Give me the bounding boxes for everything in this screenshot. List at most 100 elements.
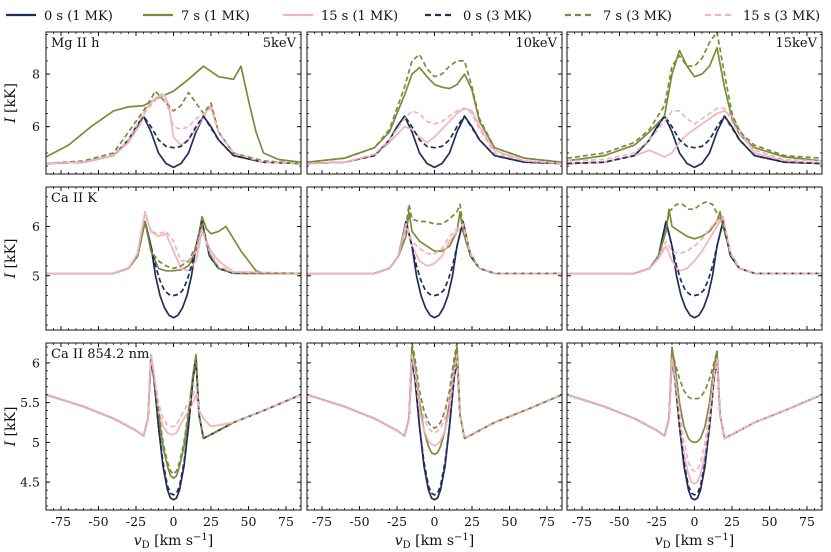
- x-tick-label: -75: [572, 514, 592, 529]
- line-name-label: Ca II K: [51, 191, 97, 206]
- legend-label: 0 s (1 MK): [44, 9, 113, 24]
- series-line: [46, 220, 301, 297]
- x-tick-label: -25: [387, 514, 407, 529]
- series-line: [307, 343, 562, 440]
- legend-label: 7 s (1 MK): [181, 9, 250, 24]
- x-tick-label: -75: [312, 514, 332, 529]
- series-line: [307, 220, 562, 297]
- legend-entry: 7 s (3 MK): [565, 9, 672, 24]
- series-line: [307, 346, 562, 456]
- series-line: [567, 346, 822, 444]
- energy-label: 15keV: [775, 36, 817, 51]
- y-tick-label: 5: [32, 435, 40, 450]
- panel-frame: [566, 186, 823, 331]
- legend-label: 15 s (1 MK): [321, 9, 398, 24]
- y-axis-label: I [kK]: [3, 407, 19, 448]
- series-line: [46, 354, 301, 437]
- energy-label: 10keV: [515, 36, 557, 51]
- series-line: [307, 354, 562, 447]
- x-tick-label: 0: [170, 514, 178, 529]
- series-line: [567, 107, 822, 162]
- series-group: [567, 32, 822, 169]
- y-tick-label: 5.5: [20, 395, 40, 410]
- series-line: [46, 90, 301, 165]
- x-axis-label: vD [km s−1]: [655, 532, 734, 551]
- series-line: [46, 220, 301, 275]
- series-group: [46, 354, 301, 501]
- panel: 6 8 Mg II h 5keV I [kK]: [3, 31, 302, 175]
- series-line: [46, 65, 301, 164]
- series-line: [307, 358, 562, 496]
- legend-label: 7 s (3 MK): [603, 9, 672, 24]
- series-line: [307, 107, 562, 165]
- x-tick-label: -25: [647, 514, 667, 529]
- y-tick-label: 8: [32, 67, 40, 82]
- series-line: [307, 66, 562, 164]
- line-name-label: Ca II 854.2 nm: [51, 347, 149, 362]
- legend-entry: 15 s (1 MK): [283, 9, 398, 24]
- series-line: [567, 358, 822, 496]
- y-axis-label: I [kK]: [3, 239, 19, 280]
- panel-frame: [306, 186, 563, 331]
- energy-label: 5keV: [263, 36, 297, 51]
- series-line: [46, 115, 301, 165]
- y-tick-label: 6: [32, 219, 40, 234]
- series-line: [307, 107, 562, 165]
- series-line: [46, 354, 301, 476]
- series-line: [567, 32, 822, 160]
- series-line: [567, 208, 822, 275]
- series-line: [567, 220, 822, 319]
- series-line: [46, 220, 301, 319]
- series-line: [567, 215, 822, 275]
- panel-frame: [306, 342, 563, 511]
- legend-entry: 0 s (3 MK): [425, 9, 532, 24]
- series-group: [567, 346, 822, 501]
- series-group: [307, 343, 562, 501]
- series-group: [307, 53, 562, 169]
- series-line: [307, 220, 562, 319]
- panel: -75 -50 -25 0 25 50 75 4.5 5 5.5 6 Ca II 854.2 nm I …: [3, 342, 302, 551]
- panel: 10keV: [306, 31, 563, 175]
- x-tick-label: -50: [88, 514, 108, 529]
- panel-frame: [306, 31, 563, 175]
- series-group: [46, 210, 301, 319]
- y-tick-label: 6: [32, 355, 40, 370]
- series-line: [567, 358, 822, 485]
- x-tick-label: -75: [51, 514, 71, 529]
- series-line: [567, 200, 822, 275]
- x-tick-label: 0: [691, 514, 699, 529]
- x-tick-label: -25: [126, 514, 146, 529]
- series-line: [46, 354, 301, 437]
- series-line: [46, 215, 301, 275]
- legend-entry: 15 s (3 MK): [705, 9, 820, 24]
- series-line: [567, 350, 822, 440]
- x-axis-label: vD [km s−1]: [395, 532, 474, 551]
- series-line: [567, 46, 822, 162]
- x-tick-label: 25: [203, 514, 219, 529]
- legend-entry: 0 s (1 MK): [6, 9, 113, 24]
- series-line: [46, 213, 301, 275]
- panel-frame: [566, 31, 823, 175]
- legend-entry: 7 s (1 MK): [143, 9, 250, 24]
- y-tick-label: 6: [32, 119, 40, 134]
- x-tick-label: 50: [762, 514, 778, 529]
- x-tick-label: 0: [431, 514, 439, 529]
- panel-frame: [566, 342, 823, 511]
- panel: -75 -50 -25 0 25 50 75 vD [km s−1]: [566, 342, 823, 551]
- x-tick-label: 75: [278, 514, 294, 529]
- series-line: [46, 354, 301, 480]
- series-group: [307, 203, 562, 319]
- series-line: [307, 354, 562, 440]
- panel-frame: [45, 186, 302, 331]
- x-tick-label: 50: [502, 514, 518, 529]
- series-group: [567, 200, 822, 319]
- legend-label: 15 s (3 MK): [743, 9, 820, 24]
- y-axis-label: I [kK]: [3, 83, 19, 124]
- x-tick-label: 50: [241, 514, 257, 529]
- series-group: [46, 65, 301, 169]
- x-tick-label: 25: [724, 514, 740, 529]
- panel: 5 6 Ca II K I [kK]: [3, 186, 302, 331]
- x-tick-label: 75: [539, 514, 555, 529]
- series-line: [567, 220, 822, 297]
